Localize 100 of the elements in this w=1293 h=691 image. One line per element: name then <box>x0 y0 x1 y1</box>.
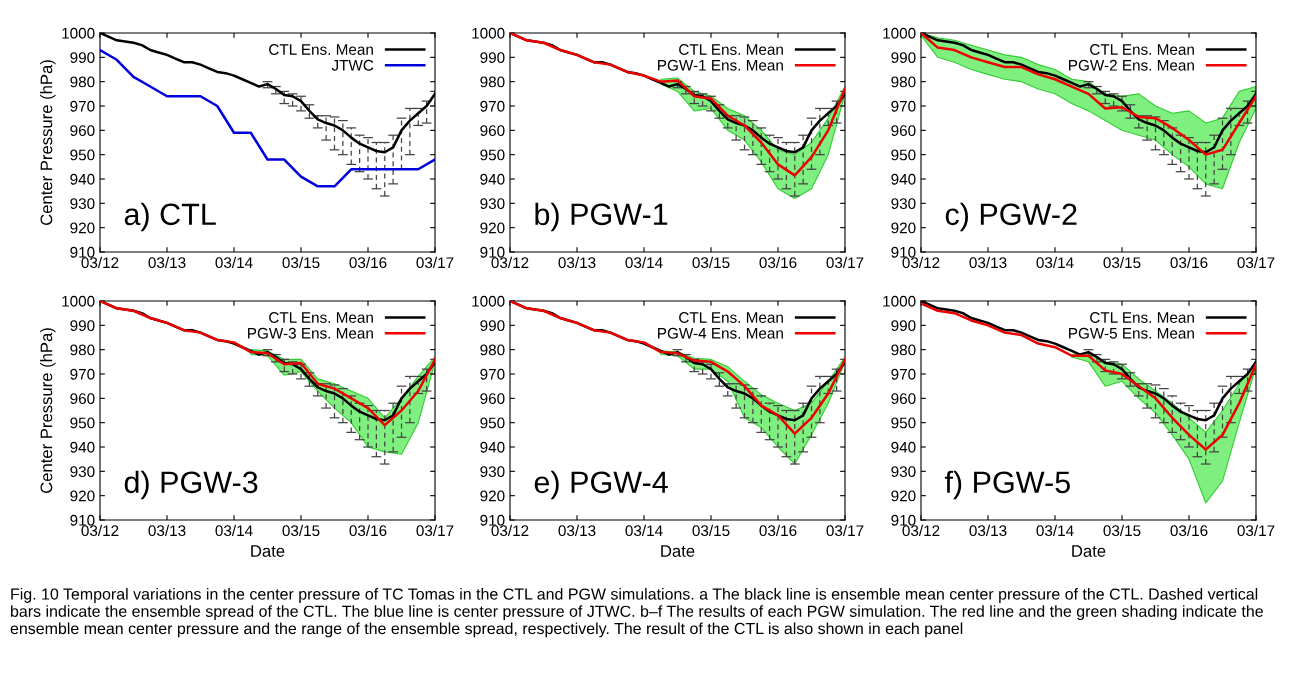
x-tick-label: 03/12 <box>902 524 940 537</box>
x-tick-label: 03/14 <box>215 256 253 269</box>
y-tick-label: 960 <box>891 393 916 405</box>
y-tick-label: 990 <box>891 320 916 332</box>
y-tick-label: 960 <box>480 125 505 137</box>
y-tick-label: 970 <box>480 100 505 112</box>
x-tick-label: 03/14 <box>215 524 253 537</box>
x-tick-label: 03/12 <box>81 256 119 269</box>
x-tick-label: 03/12 <box>491 256 529 269</box>
annotation: f) PGW-5 <box>944 470 1070 500</box>
x-tick-label: 03/17 <box>826 524 864 537</box>
y-tick-label: 960 <box>70 125 95 137</box>
x-axis-title: Date <box>251 545 285 557</box>
legend-label: CTL Ens. Mean <box>679 44 783 55</box>
x-tick-label: 03/17 <box>416 256 454 269</box>
y-tick-label: 950 <box>480 149 505 161</box>
x-tick-label: 03/13 <box>148 524 186 537</box>
y-tick-label: 930 <box>480 198 505 210</box>
y-tick-label: 910 <box>891 514 916 526</box>
y-tick-label: 940 <box>70 173 95 185</box>
x-tick-label: 03/16 <box>1170 524 1208 537</box>
y-tick-label: 990 <box>70 320 95 332</box>
x-tick-label: 03/15 <box>282 524 320 537</box>
y-tick-label: 920 <box>891 222 916 234</box>
x-tick-label: 03/12 <box>81 524 119 537</box>
y-tick-label: 1000 <box>62 27 95 39</box>
y-tick-label: 980 <box>891 76 916 88</box>
y-tick-label: 950 <box>70 149 95 161</box>
y-tick-label: 930 <box>70 198 95 210</box>
y-tick-label: 990 <box>891 52 916 64</box>
y-tick-label: 950 <box>70 417 95 429</box>
x-tick-label: 03/16 <box>759 256 797 269</box>
y-tick-label: 920 <box>480 222 505 234</box>
annotation: c) PGW-2 <box>945 202 1077 232</box>
annotation: e) PGW-4 <box>534 470 668 500</box>
y-tick-label: 970 <box>480 368 505 380</box>
y-tick-label: 930 <box>891 466 916 478</box>
legend-label: CTL Ens. Mean <box>269 44 373 55</box>
legend-label: CTL Ens. Mean <box>269 312 373 323</box>
x-tick-label: 03/13 <box>969 256 1007 269</box>
y-tick-label: 980 <box>480 76 505 88</box>
legend-label: JTWC <box>331 59 374 71</box>
y-tick-label: 950 <box>480 417 505 429</box>
y-tick-label: 1000 <box>472 27 505 39</box>
legend-label: PGW-2 Ens. Mean <box>1069 59 1194 71</box>
y-tick-label: 910 <box>891 246 916 258</box>
x-tick-label: 03/12 <box>902 256 940 269</box>
legend-label: PGW-5 Ens. Mean <box>1069 327 1194 339</box>
y-tick-label: 960 <box>480 393 505 405</box>
x-tick-label: 03/13 <box>969 524 1007 537</box>
y-tick-label: 940 <box>480 441 505 453</box>
y-tick-label: 980 <box>70 76 95 88</box>
y-tick-label: 990 <box>70 52 95 64</box>
y-tick-label: 970 <box>70 100 95 112</box>
legend-label: PGW-1 Ens. Mean <box>658 59 783 71</box>
x-tick-label: 03/15 <box>1103 256 1141 269</box>
y-tick-label: 910 <box>480 514 505 526</box>
y-tick-label: 1000 <box>883 27 916 39</box>
y-tick-label: 910 <box>480 246 505 258</box>
legend-label: PGW-3 Ens. Mean <box>248 327 373 339</box>
x-tick-label: 03/14 <box>625 256 663 269</box>
x-tick-label: 03/17 <box>1237 524 1275 537</box>
y-tick-label: 970 <box>70 368 95 380</box>
x-tick-label: 03/17 <box>1237 256 1275 269</box>
y-tick-label: 970 <box>891 100 916 112</box>
x-tick-label: 03/14 <box>1036 256 1074 269</box>
y-tick-label: 950 <box>891 417 916 429</box>
y-tick-label: 960 <box>891 125 916 137</box>
y-tick-label: 980 <box>480 344 505 356</box>
x-tick-label: 03/14 <box>625 524 663 537</box>
x-tick-label: 03/16 <box>759 524 797 537</box>
y-tick-label: 940 <box>891 441 916 453</box>
y-tick-label: 930 <box>480 466 505 478</box>
x-tick-label: 03/15 <box>1103 524 1141 537</box>
x-tick-label: 03/15 <box>692 524 730 537</box>
annotation: b) PGW-1 <box>535 202 668 232</box>
y-tick-label: 1000 <box>883 295 916 307</box>
y-tick-label: 920 <box>480 490 505 502</box>
y-tick-label: 910 <box>70 514 95 526</box>
legend-label: PGW-4 Ens. Mean <box>658 327 783 339</box>
legend-label: CTL Ens. Mean <box>679 312 783 323</box>
x-tick-label: 03/12 <box>491 524 529 537</box>
y-tick-label: 990 <box>480 52 505 64</box>
caption: Fig. 10 Temporal variations in the center pressure of TC Tomas in the CTL and PGW simulations. a The black line is ensemble mean center pressure of the CTL. Dashed vertical bars indicate the ensemble spread of the CTL. The blue line is center pressure of JTWC. b–f The results of each PGW simulation. The red line and the green shading indicate the ensemble mean center pressure and the range of the ensemble spread, respectively. The result of the CTL is also shown in each panel <box>10 588 1263 638</box>
x-axis-title: Date <box>661 545 695 557</box>
y-tick-label: 990 <box>480 320 505 332</box>
x-tick-label: 03/15 <box>282 256 320 269</box>
x-tick-label: 03/16 <box>349 524 387 537</box>
y-tick-label: 940 <box>891 173 916 185</box>
y-tick-label: 940 <box>480 173 505 185</box>
annotation: d) PGW-3 <box>124 470 258 500</box>
y-tick-label: 940 <box>70 441 95 453</box>
y-tick-label: 960 <box>70 393 95 405</box>
x-tick-label: 03/13 <box>558 256 596 269</box>
x-tick-label: 03/13 <box>558 524 596 537</box>
y-tick-label: 980 <box>891 344 916 356</box>
y-tick-label: 920 <box>70 490 95 502</box>
y-tick-label: 930 <box>70 466 95 478</box>
x-tick-label: 03/17 <box>826 256 864 269</box>
y-tick-label: 910 <box>70 246 95 258</box>
